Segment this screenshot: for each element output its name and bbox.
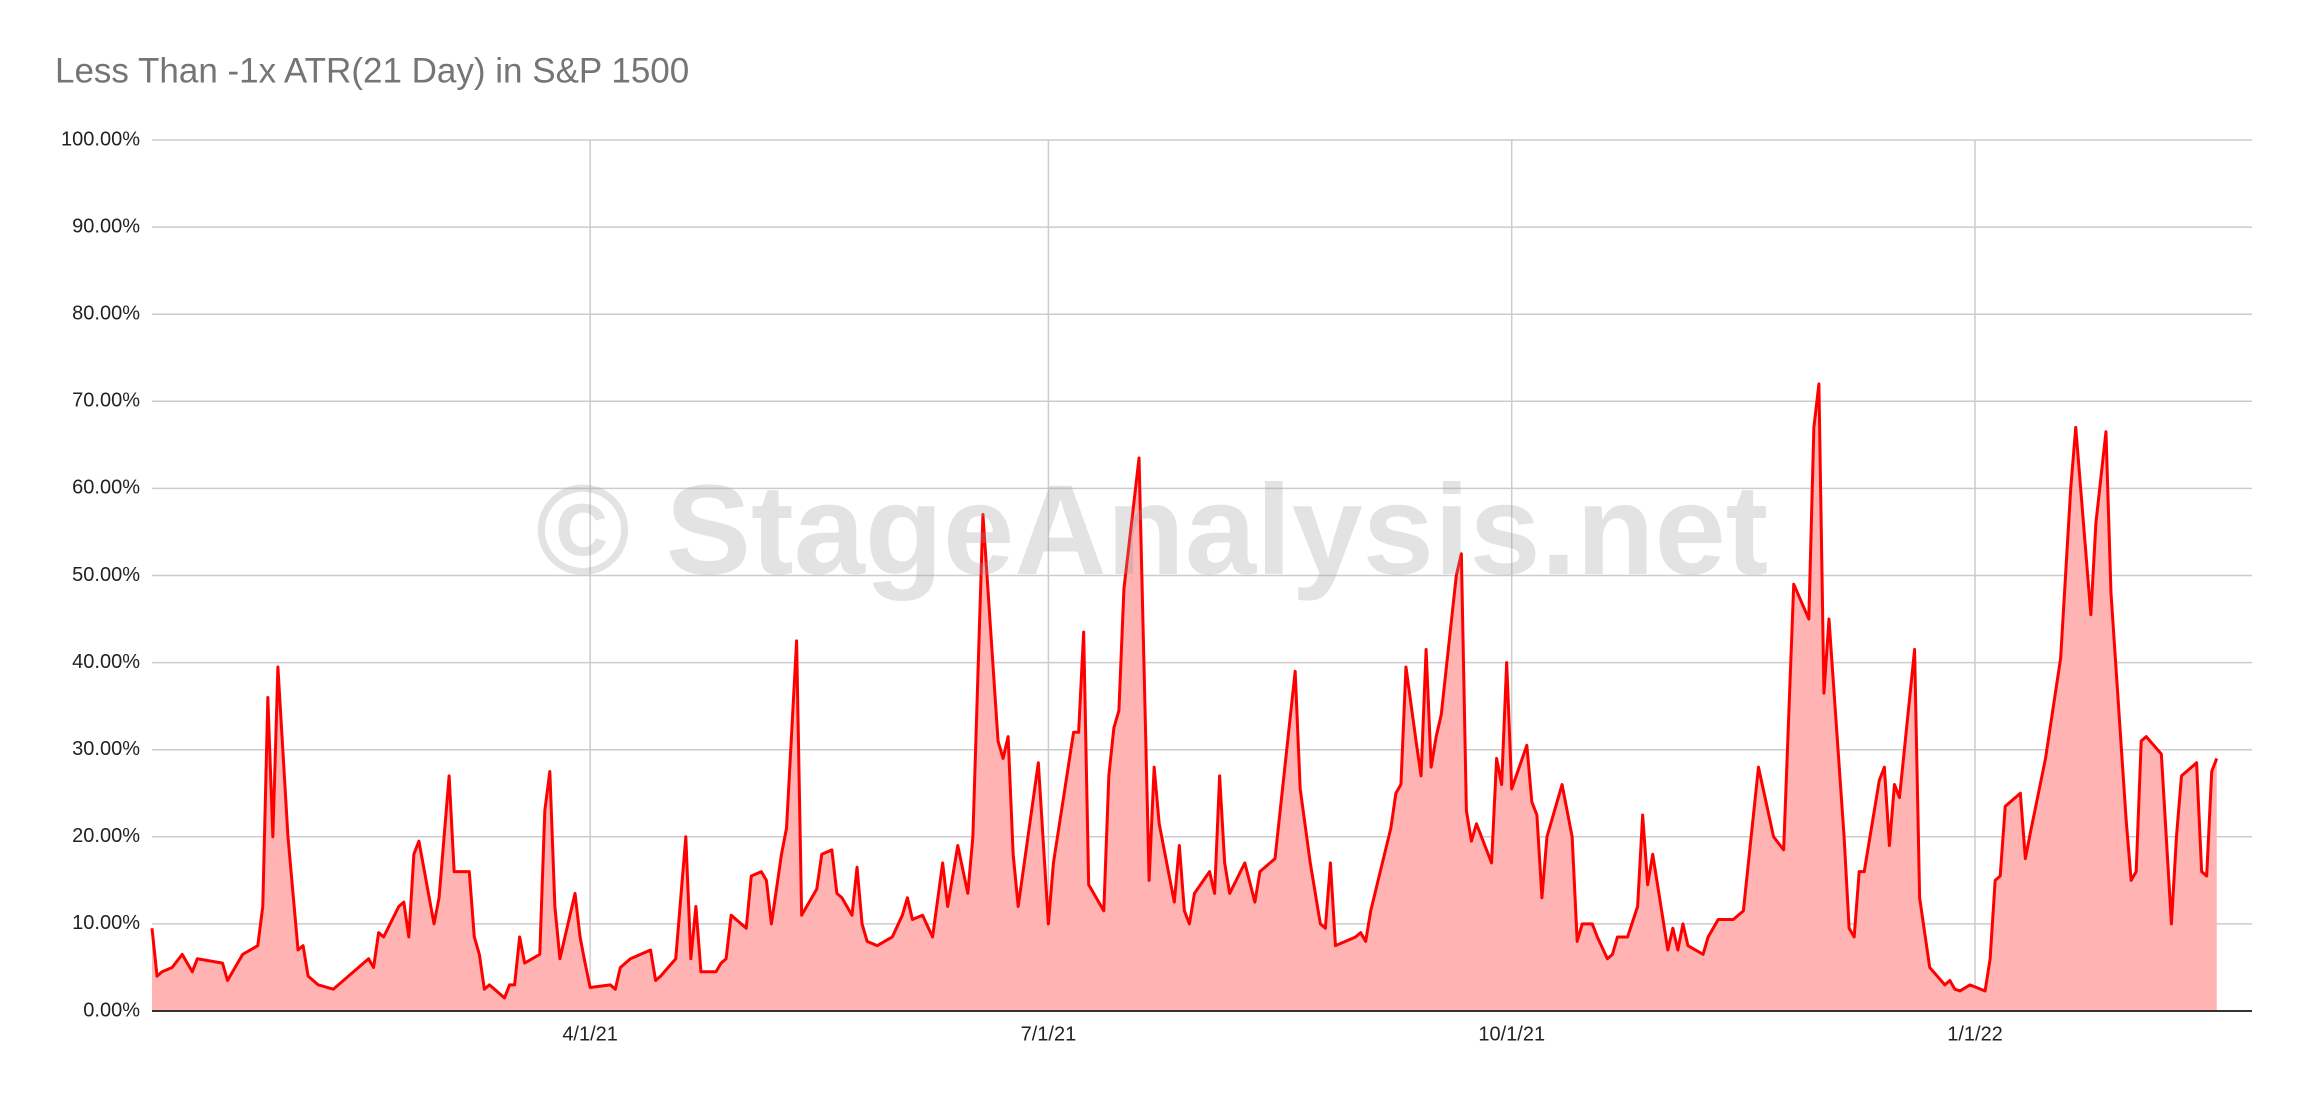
y-tick-label: 40.00% bbox=[72, 651, 140, 673]
y-tick-label: 0.00% bbox=[83, 999, 140, 1021]
watermark: © StageAnalysis.net bbox=[536, 459, 1769, 602]
x-tick-label: 1/1/22 bbox=[1947, 1023, 2003, 1045]
y-tick-label: 50.00% bbox=[72, 564, 140, 586]
y-tick-label: 90.00% bbox=[72, 215, 140, 237]
y-tick-label: 60.00% bbox=[72, 477, 140, 499]
grid: 0.00% 10.00% 20.00% 30.00% 40.00% 50.00% 60.00… bbox=[61, 128, 2252, 1045]
y-tick-label: 80.00% bbox=[72, 302, 140, 324]
area-fill bbox=[152, 383, 2217, 1011]
y-tick-label: 100.00% bbox=[61, 128, 140, 150]
x-tick-label: 4/1/21 bbox=[562, 1023, 618, 1045]
chart-title: Less Than -1x ATR(21 Day) in S&P 1500 bbox=[55, 51, 689, 90]
y-tick-label: 10.00% bbox=[72, 912, 140, 934]
y-tick-label: 30.00% bbox=[72, 738, 140, 760]
x-tick-label: 10/1/21 bbox=[1478, 1023, 1545, 1045]
y-tick-label: 20.00% bbox=[72, 825, 140, 847]
y-tick-label: 70.00% bbox=[72, 390, 140, 412]
x-tick-label: 7/1/21 bbox=[1021, 1023, 1077, 1045]
plot bbox=[150, 382, 2252, 1012]
line bbox=[150, 382, 2219, 1000]
